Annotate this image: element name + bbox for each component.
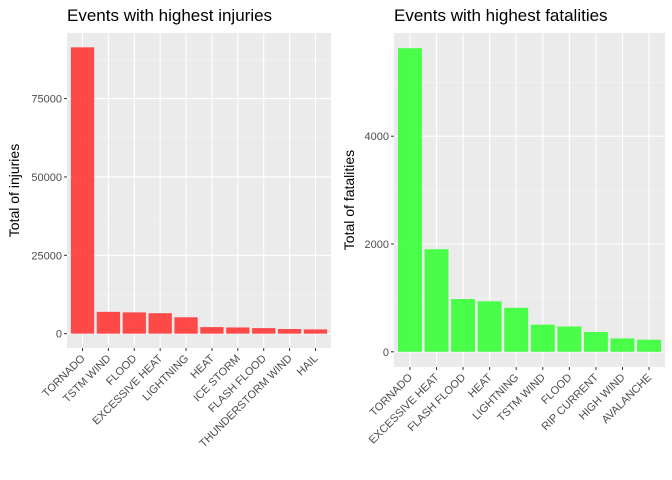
bar-heat bbox=[200, 327, 224, 334]
fatalities-chart: Events with highest fatalities 0 2000 4000 T… bbox=[341, 6, 665, 447]
chart-title: Events with highest injuries bbox=[67, 6, 272, 25]
bar-ice-storm bbox=[226, 327, 250, 334]
bar-avalanche bbox=[637, 339, 662, 352]
chart-title: Events with highest fatalities bbox=[394, 6, 608, 25]
y-tick-label: 25000 bbox=[31, 250, 62, 262]
bar-flash-flood bbox=[252, 328, 276, 334]
bar-excessive-heat bbox=[148, 313, 172, 334]
y-axis-title: Total of fatalities bbox=[341, 150, 357, 250]
bar-lightning bbox=[504, 307, 529, 352]
bar-flash-flood bbox=[451, 299, 476, 352]
bar-thunderstorm-wind bbox=[277, 329, 302, 334]
bar-tornado bbox=[397, 48, 422, 352]
y-tick-label: 0 bbox=[383, 347, 389, 359]
y-axis-title: Total of injuries bbox=[6, 144, 22, 237]
bar-rip-current bbox=[583, 331, 608, 352]
bar-flood bbox=[557, 326, 582, 352]
bar-high-wind bbox=[610, 338, 635, 352]
bar-lightning bbox=[174, 317, 198, 334]
bar-excessive-heat bbox=[424, 249, 449, 352]
y-tick-label: 0 bbox=[56, 329, 62, 341]
y-tick-label: 75000 bbox=[31, 94, 62, 106]
plot-panel bbox=[67, 33, 331, 348]
y-tick-label: 4000 bbox=[365, 131, 389, 143]
bar-heat bbox=[477, 301, 502, 352]
bar-hail bbox=[303, 329, 328, 334]
y-tick-label: 50000 bbox=[31, 172, 62, 184]
x-tick-label: HAIL bbox=[295, 353, 321, 379]
bar-flood bbox=[122, 312, 146, 334]
bar-tornado bbox=[70, 47, 95, 334]
bar-tstm-wind bbox=[530, 324, 555, 352]
y-tick-label: 2000 bbox=[365, 239, 389, 251]
injuries-chart: Events with highest injuries 0 25000 50000 7… bbox=[6, 6, 331, 450]
bar-tstm-wind bbox=[96, 311, 121, 334]
